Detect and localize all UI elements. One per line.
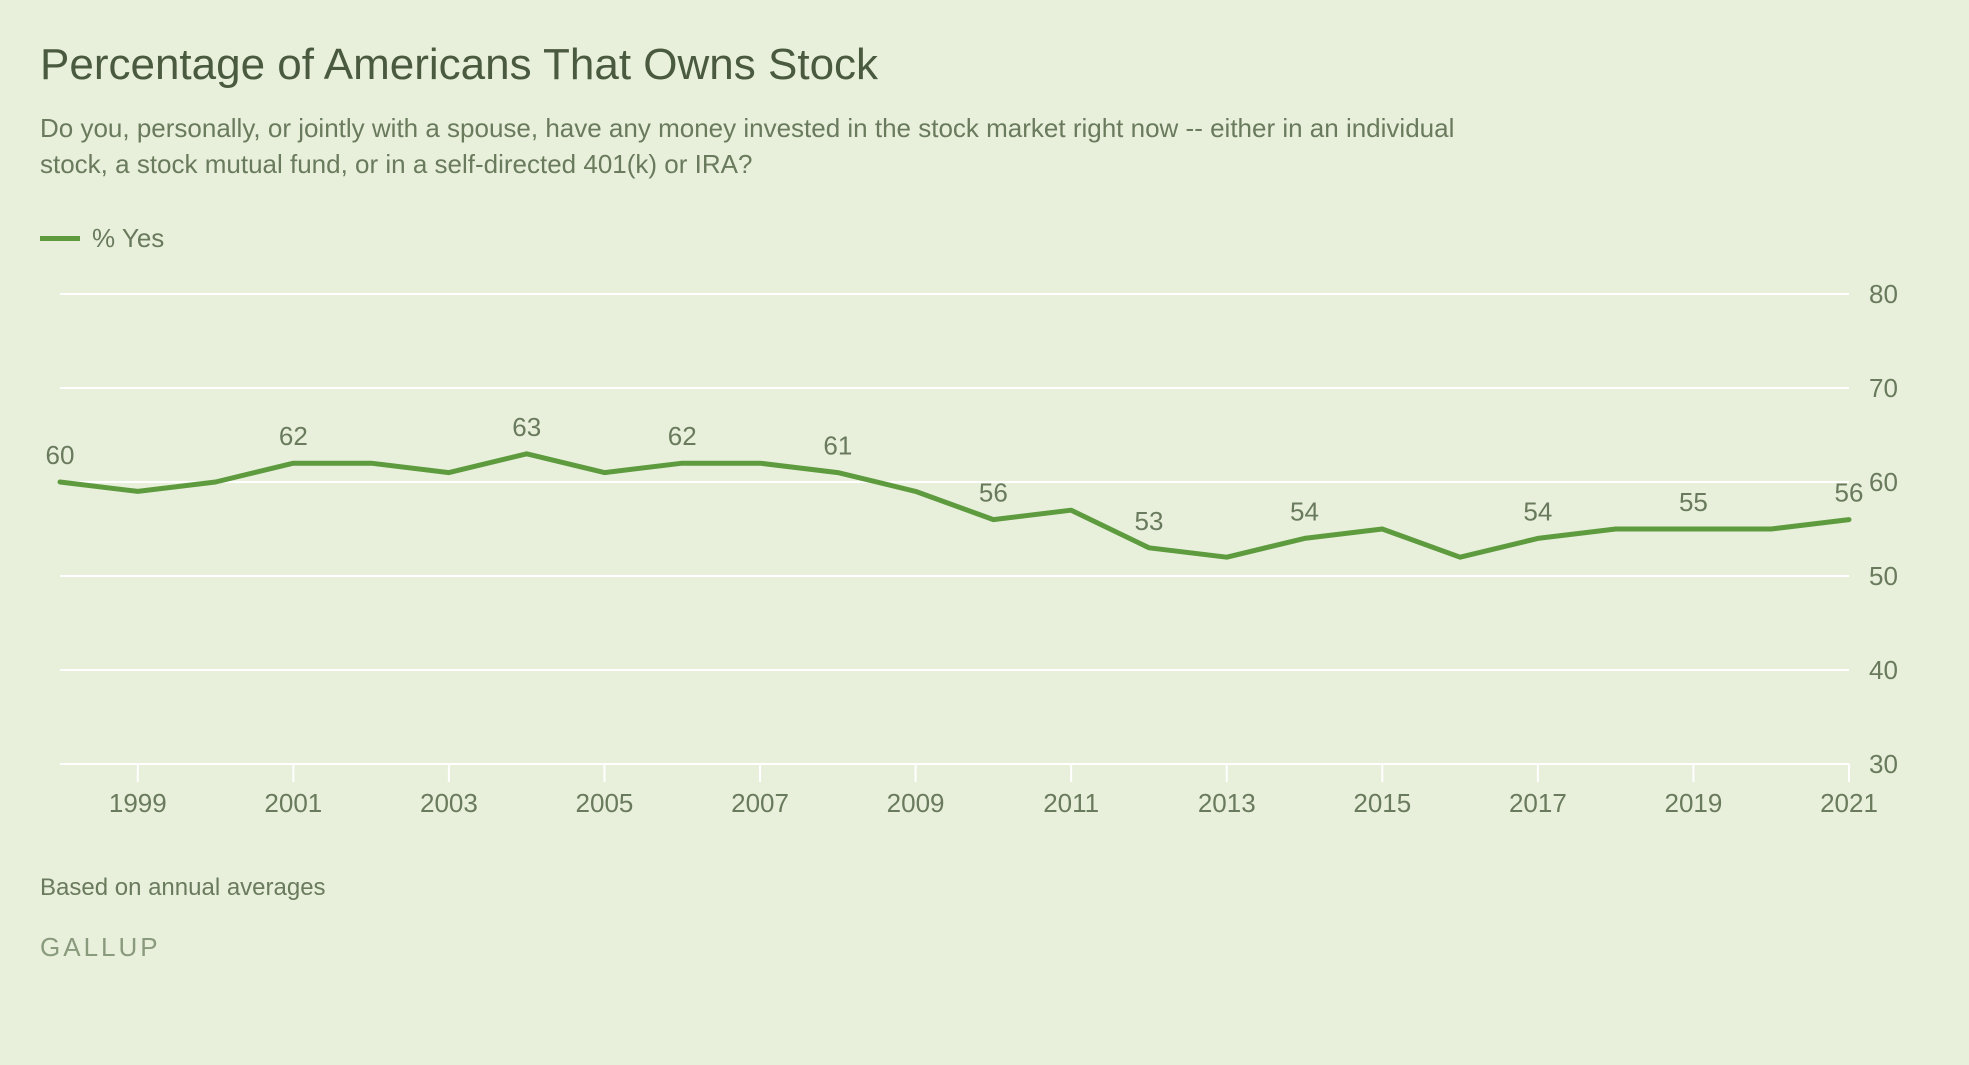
y-tick-label: 60 <box>1869 467 1898 497</box>
x-tick-label: 1999 <box>109 788 167 818</box>
y-tick-label: 70 <box>1869 373 1898 403</box>
data-label: 63 <box>512 412 541 442</box>
x-tick-label: 2013 <box>1198 788 1256 818</box>
legend-swatch <box>40 236 80 241</box>
x-tick-label: 2011 <box>1043 788 1099 818</box>
x-tick-label: 2015 <box>1353 788 1411 818</box>
x-tick-label: 2021 <box>1820 788 1878 818</box>
legend-label: % Yes <box>92 223 164 254</box>
x-tick-label: 2017 <box>1509 788 1567 818</box>
y-tick-label: 30 <box>1869 749 1898 779</box>
data-label: 56 <box>979 477 1008 507</box>
x-tick-label: 2001 <box>264 788 322 818</box>
data-label: 60 <box>46 440 75 470</box>
x-tick-label: 2007 <box>731 788 789 818</box>
chart-footnote: Based on annual averages <box>40 874 1929 902</box>
x-tick-label: 2005 <box>576 788 634 818</box>
data-label: 55 <box>1679 487 1708 517</box>
y-tick-label: 80 <box>1869 279 1898 309</box>
x-tick-label: 2009 <box>887 788 945 818</box>
y-tick-label: 50 <box>1869 561 1898 591</box>
chart-subtitle: Do you, personally, or jointly with a sp… <box>40 110 1490 183</box>
legend: % Yes <box>40 223 1929 254</box>
data-label: 54 <box>1523 496 1552 526</box>
chart-title: Percentage of Americans That Owns Stock <box>40 40 1929 90</box>
data-label: 56 <box>1835 477 1864 507</box>
data-label: 62 <box>668 421 697 451</box>
data-label: 62 <box>279 421 308 451</box>
line-chart-svg: 30 40 50 60 70 80 1999 2001 2003 2005 2007 2009 2011… <box>40 274 1929 834</box>
x-tick-label: 2019 <box>1665 788 1723 818</box>
x-tick-label: 2003 <box>420 788 478 818</box>
data-label: 54 <box>1290 496 1319 526</box>
y-tick-label: 40 <box>1869 655 1898 685</box>
plot-area: 30 40 50 60 70 80 1999 2001 2003 2005 2007 2009 2011… <box>40 274 1929 834</box>
chart-source: GALLUP <box>40 932 1929 963</box>
data-label: 61 <box>823 430 852 460</box>
chart-container: Percentage of Americans That Owns Stock … <box>0 0 1969 1065</box>
series-line <box>60 454 1849 557</box>
data-label: 53 <box>1134 506 1163 536</box>
